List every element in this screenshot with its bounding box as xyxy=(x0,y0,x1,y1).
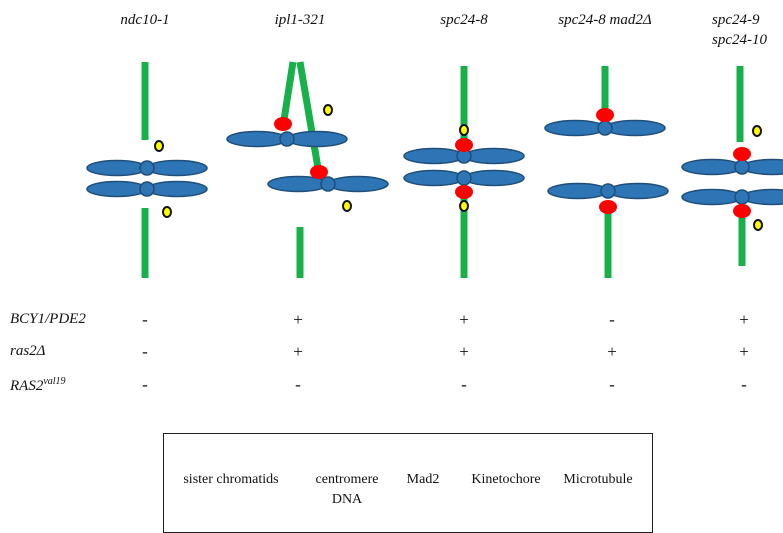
row-label-bcy1-pde2: BCY1/PDE2 xyxy=(10,311,86,327)
kinetochore xyxy=(455,138,473,152)
row-label-ras2-val19: RAS2val19 xyxy=(10,376,66,395)
phenotype-cell: + xyxy=(739,310,749,329)
kinetochore xyxy=(310,165,328,179)
header-spc24-8: spc24-8 xyxy=(440,12,488,28)
column-ndc10-1 xyxy=(86,62,208,278)
sister-chromatid xyxy=(86,159,208,177)
column-ipl1-321 xyxy=(226,61,389,278)
sister-chromatid xyxy=(544,119,666,137)
kinetochore xyxy=(733,147,751,161)
header-ipl1-321: ipl1-321 xyxy=(274,12,326,28)
header-spc24-10: spc24-10 xyxy=(712,32,767,48)
kinetochore xyxy=(599,200,617,214)
row-label-ras2: ras2Δ xyxy=(10,343,46,359)
phenotype-cell: + xyxy=(739,342,749,361)
legend-label-dna: DNA xyxy=(331,492,363,507)
phenotype-cell: + xyxy=(293,342,303,361)
sister-chromatid xyxy=(267,175,389,193)
mad2 xyxy=(323,104,333,116)
phenotype-cell: - xyxy=(609,310,615,329)
mad2 xyxy=(162,206,172,218)
sister-chromatid xyxy=(681,158,783,176)
ras2-text: RAS2 xyxy=(10,378,44,394)
phenotype-cell: + xyxy=(293,310,303,329)
legend-label-mad2: Mad2 xyxy=(406,472,440,487)
legend-label-microtubule: Microtubule xyxy=(563,472,633,487)
mad2 xyxy=(459,124,469,136)
sister-chromatid xyxy=(547,182,669,200)
mad2 xyxy=(752,125,762,137)
column-spc24-9-10 xyxy=(681,66,783,266)
sister-chromatid xyxy=(681,188,783,206)
kinetochore xyxy=(596,108,614,122)
header-spc24-8-mad2: spc24-8 mad2Δ xyxy=(558,12,652,28)
legend-label-kinetochore: Kinetochore xyxy=(471,472,541,487)
val19-superscript: val19 xyxy=(43,376,66,387)
kinetochore xyxy=(733,204,751,218)
sister-chromatid xyxy=(403,169,525,187)
phenotype-cell: - xyxy=(609,375,615,394)
mad2 xyxy=(753,219,763,231)
legend xyxy=(163,433,653,533)
mad2 xyxy=(342,200,352,212)
mad2 xyxy=(459,200,469,212)
kinetochore xyxy=(455,185,473,199)
phenotype-cell: - xyxy=(741,375,747,394)
header-spc24-9: spc24-9 xyxy=(712,12,760,28)
legend-label-centromere: centromere xyxy=(315,472,379,487)
microtubule xyxy=(296,61,322,169)
column-spc24-8-mad2 xyxy=(544,66,669,278)
phenotype-cell: - xyxy=(295,375,301,394)
kinetochore xyxy=(274,117,292,131)
microtubule xyxy=(280,61,297,121)
column-spc24-8 xyxy=(403,66,525,278)
phenotype-cell: - xyxy=(142,310,148,329)
legend-label-sister-chromatids: sister chromatids xyxy=(183,472,279,487)
sister-chromatid xyxy=(226,130,348,148)
header-ndc10-1: ndc10-1 xyxy=(120,12,170,28)
mad2 xyxy=(154,140,164,152)
phenotype-cell: - xyxy=(142,342,148,361)
phenotype-cell: - xyxy=(142,375,148,394)
phenotype-cell: + xyxy=(459,342,469,361)
phenotype-cell: + xyxy=(459,310,469,329)
sister-chromatid xyxy=(86,180,208,198)
phenotype-cell: + xyxy=(607,342,617,361)
phenotype-cell: - xyxy=(461,375,467,394)
